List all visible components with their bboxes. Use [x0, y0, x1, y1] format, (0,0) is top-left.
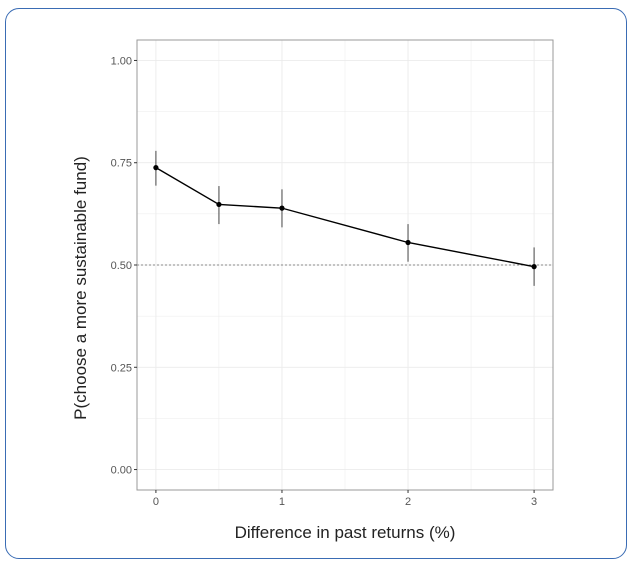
y-tick-label: 0.00 [111, 465, 132, 477]
data-point [405, 239, 411, 246]
data-point [216, 201, 222, 208]
ticks: 0 1 2 3 0.00 0.25 0.50 0.75 1.00 [111, 55, 538, 508]
y-axis-title: P(choose a more sustainable fund) [71, 156, 90, 420]
x-tick-label: 1 [279, 496, 285, 508]
y-tick-label: 1.00 [111, 55, 132, 67]
x-tick-label: 2 [405, 496, 411, 508]
data-point [153, 165, 159, 171]
y-tick-label: 0.75 [111, 158, 132, 170]
series [153, 150, 537, 286]
figure-card [5, 8, 627, 559]
x-axis-title: Difference in past returns (%) [235, 523, 456, 542]
data-point [531, 264, 537, 270]
x-tick-label: 3 [531, 496, 537, 508]
y-tick-label: 0.25 [111, 362, 132, 374]
y-tick-label: 0.50 [111, 260, 132, 272]
x-tick-label: 0 [153, 496, 159, 508]
data-point [279, 205, 285, 211]
